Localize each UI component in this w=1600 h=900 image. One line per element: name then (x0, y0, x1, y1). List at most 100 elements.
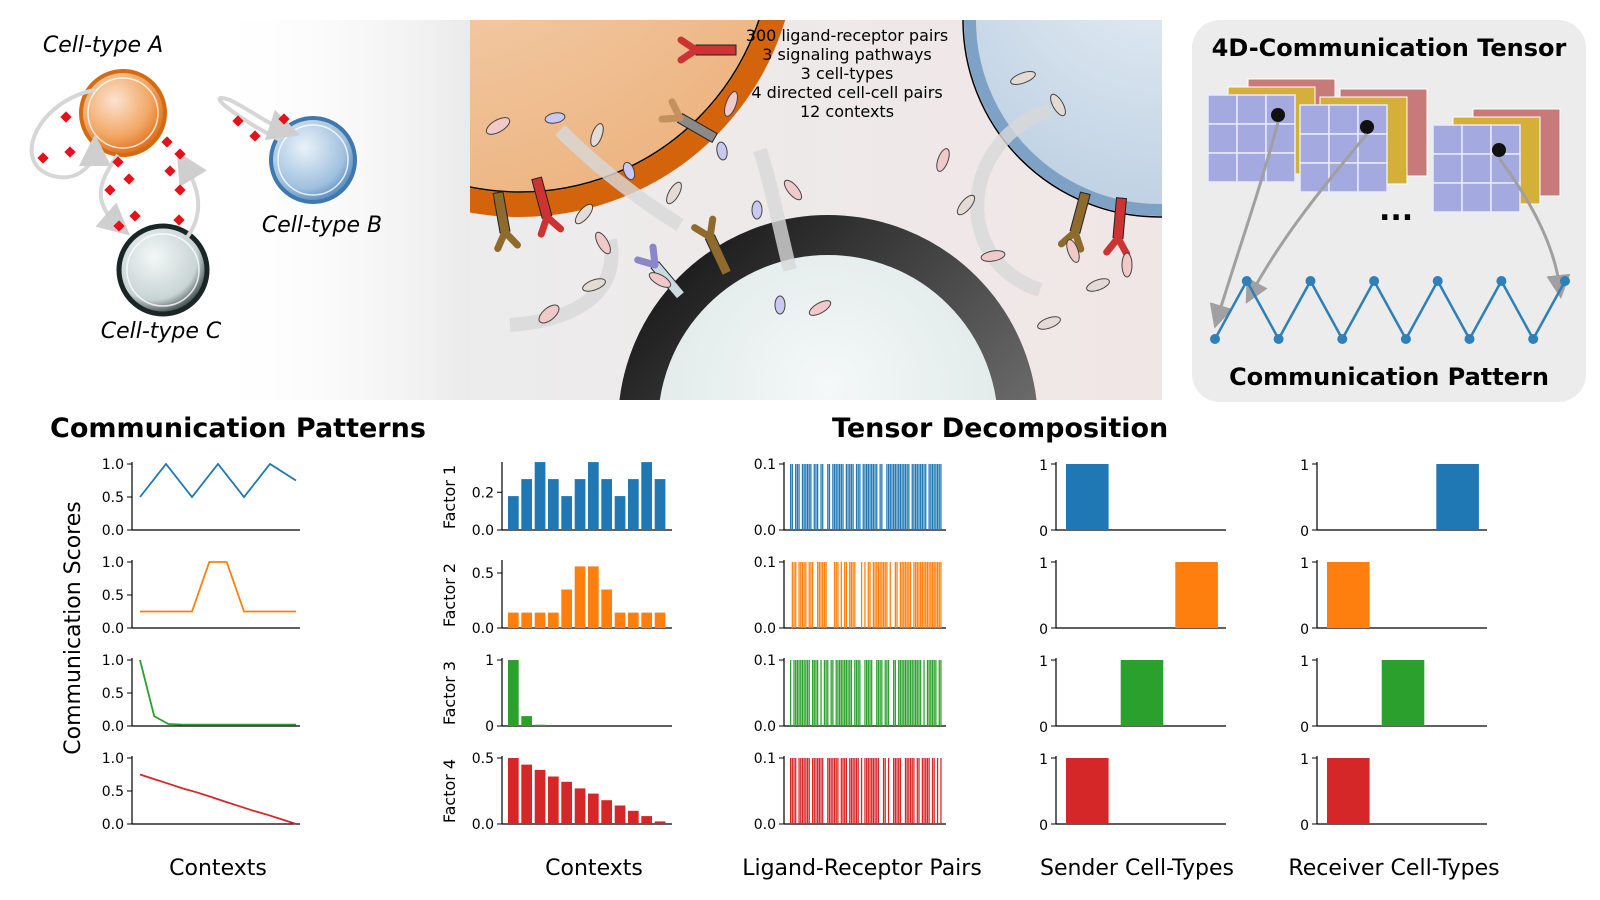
bar (801, 758, 804, 824)
bar (930, 660, 932, 726)
bar (914, 562, 917, 628)
tick-label: 0.5 (102, 490, 124, 506)
bar (820, 562, 822, 628)
bar (886, 660, 888, 726)
bar (806, 464, 809, 530)
bar (894, 660, 896, 726)
bar (806, 758, 809, 824)
bar (867, 562, 869, 628)
bar (886, 562, 888, 628)
tick-label: 0 (1300, 720, 1309, 736)
cell-type-b-label: Cell-type B (262, 213, 382, 238)
bar (874, 562, 876, 628)
contexts-xlabel: Contexts (545, 856, 643, 881)
bar (654, 821, 666, 824)
zoomed-interaction-panel: 300 ligand-receptor pairs 3 signaling pa… (470, 20, 1162, 400)
bar (1327, 562, 1370, 628)
bar (852, 464, 854, 530)
bar (574, 566, 586, 628)
bar (931, 660, 934, 726)
pattern-point (1464, 334, 1475, 344)
bar (641, 816, 652, 824)
bar (815, 758, 817, 824)
tick-label: 1 (1039, 752, 1048, 768)
sender-chart: 0 1 0 1 0 1 0 1 (1039, 458, 1226, 834)
bar (840, 464, 842, 530)
bar (847, 660, 849, 726)
pattern-point (1369, 276, 1380, 286)
bar (894, 562, 896, 628)
tick-label: 1 (1300, 752, 1309, 768)
tensor-cell (1357, 162, 1388, 193)
bar (832, 758, 834, 824)
bar (928, 660, 930, 726)
grey-cell-zoom (619, 215, 1037, 400)
patterns-xlabel: Contexts (169, 856, 267, 881)
ligand-receptor-chart: 0.0 0.1 0.0 0.1 0.0 0.1 0.0 0.1 (754, 457, 946, 833)
bar (859, 660, 861, 726)
tick-label: 1 (1039, 458, 1048, 474)
bar (857, 464, 859, 530)
pattern-point (1432, 276, 1443, 286)
tensor-cell (1461, 182, 1492, 213)
bar (817, 464, 819, 530)
bar (893, 758, 895, 824)
bar (601, 479, 612, 530)
ellipsis-dots: ... (1379, 193, 1413, 228)
bar (857, 660, 859, 726)
bar (813, 660, 815, 726)
tick-label: 0.1 (754, 457, 776, 473)
bar (904, 464, 907, 530)
bar (881, 464, 883, 530)
bar (521, 716, 532, 726)
tensor-arrow (1209, 121, 1280, 329)
bar (601, 800, 612, 824)
tick-label: 0.0 (754, 817, 776, 833)
bar (845, 758, 847, 824)
bar (908, 464, 910, 530)
bar (833, 758, 836, 824)
pattern-point (1400, 334, 1411, 344)
bar (933, 758, 935, 824)
bar (805, 660, 807, 726)
bar (864, 464, 866, 530)
bar (842, 660, 844, 726)
tensor-title: 4D-Communication Tensor (1212, 34, 1567, 62)
bar (614, 612, 626, 628)
tick-label: 0.0 (754, 621, 776, 637)
bar (864, 758, 866, 824)
bar (933, 660, 935, 726)
bar (867, 464, 869, 530)
bar (832, 464, 834, 530)
bar (940, 464, 942, 530)
autocrine-arrow-b (217, 96, 301, 142)
bar (1436, 464, 1479, 530)
tick-label: 0.0 (472, 621, 494, 637)
bar (936, 562, 939, 628)
bar (882, 562, 885, 628)
bar (923, 660, 925, 726)
bar (898, 660, 900, 726)
patterns-title: Communication Patterns (50, 413, 426, 444)
tick-label: 0.0 (472, 523, 494, 539)
bar (913, 660, 915, 726)
bar (791, 758, 793, 824)
bar (801, 464, 804, 530)
tick-label: 0.5 (102, 686, 124, 702)
bar (828, 758, 831, 824)
bar (913, 464, 915, 530)
bar (901, 562, 903, 628)
bar (833, 464, 836, 530)
bar (840, 562, 842, 628)
bar (815, 660, 817, 726)
bar (909, 758, 912, 824)
bar (805, 464, 807, 530)
bar (803, 758, 805, 824)
lr-xlabel: Ligand-Receptor Pairs (742, 856, 982, 881)
tick-label: 0.5 (472, 566, 494, 582)
bar (844, 562, 846, 628)
bar (855, 758, 858, 824)
tensor-cell (1490, 182, 1521, 213)
bar (818, 758, 820, 824)
bar (801, 660, 804, 726)
